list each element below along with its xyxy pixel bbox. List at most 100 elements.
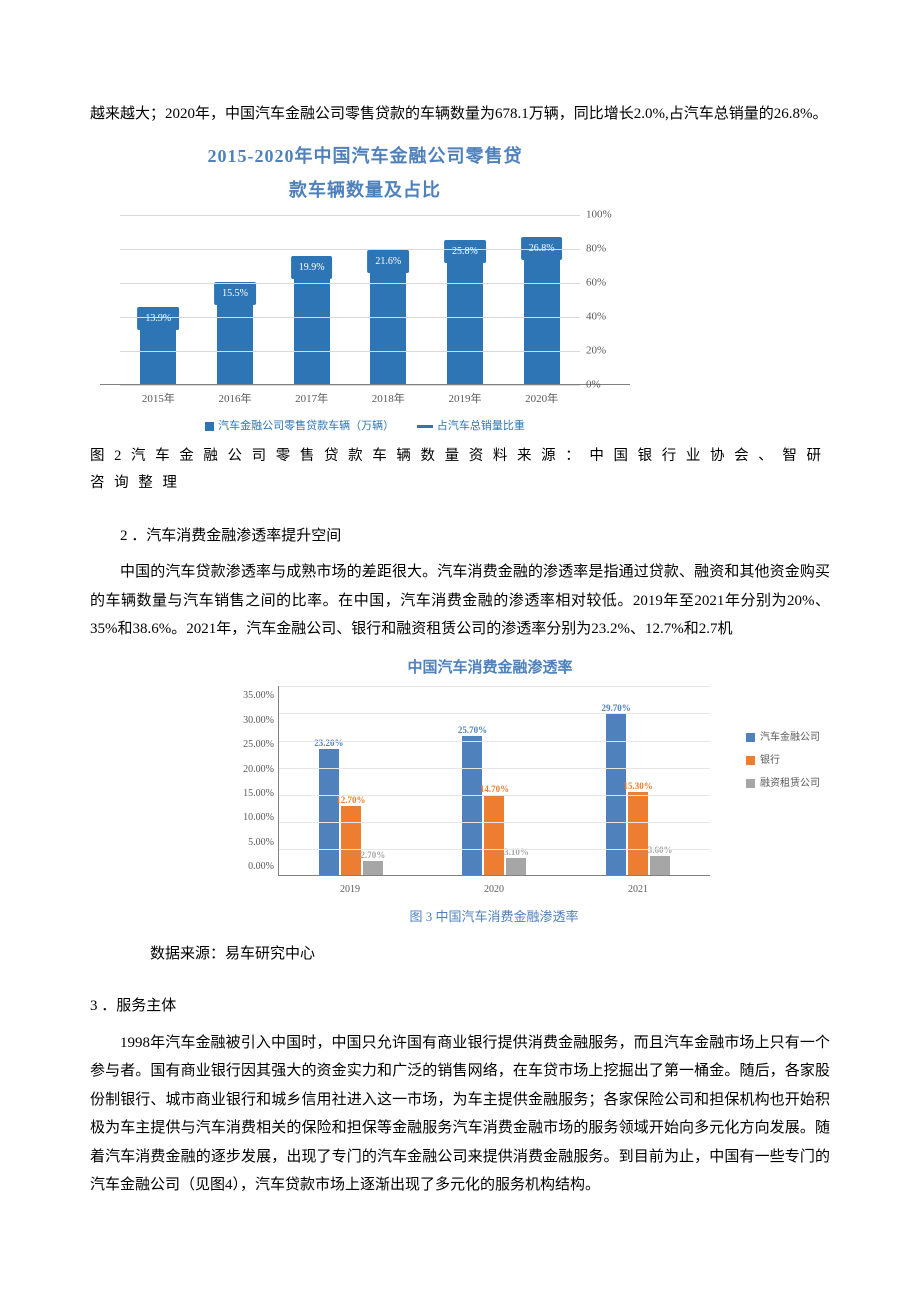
intro-paragraph: 越来越大；2020年，中国汽车金融公司零售贷款的车辆数量为678.1万辆，同比增…: [90, 100, 830, 129]
chart1-gridline: [120, 351, 580, 352]
chart1-caption: 图 2 汽 车 金 融 公 司 零 售 贷 款 车 辆 数 量 资 料 来 源 …: [90, 443, 830, 498]
chart2-bar: 25.70%: [462, 736, 482, 876]
square-icon: [205, 422, 214, 431]
chart1-gridline: [120, 249, 580, 250]
chart1-gridline: [120, 215, 580, 216]
chart2-bar: 15.30%: [628, 792, 648, 875]
chart2-bar: 12.70%: [341, 806, 361, 875]
chart1-bars: 13.9%292.6 15.5%434.5 19.9%574.7 21.6%606.7…: [120, 215, 580, 384]
chart2-legend-item: 汽车金融公司: [746, 728, 820, 747]
chart1-gridline: [120, 283, 580, 284]
chart1-bar-cell: 21.6%606.7: [358, 252, 418, 384]
chart1-pct-label: 15.5%: [214, 282, 256, 305]
chart2-ytick: 15.00%: [243, 784, 274, 803]
chart2-bar: 2.70%: [363, 861, 383, 876]
chart1-xtick: 2015年: [128, 389, 188, 410]
chart1-legend-label-1: 汽车金融公司零售贷款车辆（万辆）: [218, 420, 394, 432]
chart2-value-label: 3.60%: [648, 842, 673, 859]
square-icon: [746, 756, 755, 765]
chart1-bar-cell: 13.9%292.6: [128, 309, 188, 383]
chart2-xtick: 2020: [484, 880, 504, 899]
chart2-y-axis: 35.00%30.00%25.00%20.00%15.00%10.00%5.00…: [230, 686, 278, 876]
chart1-xtick: 2016年: [205, 389, 265, 410]
chart1-bar: [140, 330, 176, 383]
chart1-xtick: 2019年: [435, 389, 495, 410]
chart1-ytick: 60%: [586, 272, 630, 293]
chart2-ytick: 10.00%: [243, 808, 274, 827]
section2-heading: 2 ．汽车消费金融渗透率提升空间: [120, 522, 830, 551]
chart1-ytick: 80%: [586, 238, 630, 259]
chart2-gridline: [279, 795, 710, 796]
chart1-x-axis: 2015年 2016年 2017年 2018年 2019年 2020年: [120, 385, 580, 410]
chart2-gridline: [279, 849, 710, 850]
chart1-container: 2015-2020年中国汽车金融公司零售贷 款车辆数量及占比 13.9%292.…: [90, 139, 830, 437]
chart1-title-line2: 款车辆数量及占比: [100, 173, 630, 207]
chart2-xtick: 2021: [628, 880, 648, 899]
square-icon: [746, 779, 755, 788]
data-source: 数据来源：易车研究中心: [150, 940, 830, 969]
section3-heading: 3 ．服务主体: [90, 992, 830, 1021]
dash-icon: [417, 425, 433, 428]
chart2-value-label: 14.70%: [480, 781, 509, 798]
chart2-legend-label: 汽车金融公司: [760, 728, 820, 747]
chart2-ytick: 30.00%: [243, 711, 274, 730]
chart2-ytick: 25.00%: [243, 735, 274, 754]
chart2-bar: 3.10%: [506, 858, 526, 875]
chart1-pct-label: 21.6%: [367, 250, 409, 273]
chart2-bar: 3.60%: [650, 856, 670, 876]
chart1-legend: 汽车金融公司零售贷款车辆（万辆） 占汽车总销量比重: [100, 416, 630, 437]
chart1-title-line1: 2015-2020年中国汽车金融公司零售贷: [100, 139, 630, 173]
chart1-bar-cell: 19.9%574.7: [282, 258, 342, 384]
chart2-xtick: 2019: [340, 880, 360, 899]
chart1-title: 2015-2020年中国汽车金融公司零售贷 款车辆数量及占比: [100, 139, 630, 207]
chart1-gridline: [120, 317, 580, 318]
chart2-ytick: 5.00%: [248, 833, 274, 852]
chart1-bar: [524, 260, 560, 384]
chart1-pct-label: 13.9%: [137, 307, 179, 330]
chart2-value-label: 29.70%: [602, 700, 631, 717]
chart2-legend-item: 银行: [746, 751, 820, 770]
chart2-legend-label: 银行: [760, 751, 780, 770]
chart2-value-label: 23.20%: [314, 735, 343, 752]
chart2-gridline: [279, 768, 710, 769]
chart1-bar-cell: 26.8%678.1: [512, 239, 572, 384]
chart1-ytick: 0%: [586, 374, 630, 395]
chart1-xtick: 2020年: [512, 389, 572, 410]
chart2-bar: 14.70%: [484, 795, 504, 875]
chart1-pct-label: 19.9%: [291, 256, 333, 279]
chart1-plot: 13.9%292.6 15.5%434.5 19.9%574.7 21.6%606.7…: [100, 215, 630, 385]
chart1-bar-cell: 15.5%434.5: [205, 284, 265, 384]
chart1-bar: [447, 263, 483, 384]
chart1-pct-label: 25.8%: [444, 240, 486, 263]
chart2-legend-item: 融资租赁公司: [746, 774, 820, 793]
chart2-legend: 汽车金融公司银行融资租赁公司: [746, 724, 820, 797]
chart2-gridline: [279, 686, 710, 687]
chart1-gridline: [120, 385, 580, 386]
chart2-gridline: [279, 822, 710, 823]
chart2-value-label: 25.70%: [458, 722, 487, 739]
chart2-plot: 23.20%12.70%2.70%25.70%14.70%3.10%29.70%…: [278, 686, 710, 876]
chart1-xtick: 2018年: [358, 389, 418, 410]
chart2-gridline: [279, 713, 710, 714]
section2-paragraph: 中国的汽车贷款渗透率与成熟市场的差距很大。汽车消费金融的渗透率是指通过贷款、融资…: [90, 558, 830, 644]
chart2-container: 中国汽车消费金融渗透率 35.00%30.00%25.00%20.00%15.0…: [90, 654, 830, 930]
chart1-ytick: 20%: [586, 340, 630, 361]
square-icon: [746, 733, 755, 742]
chart1-legend-item-2: 占汽车总销量比重: [417, 420, 525, 432]
chart2-ytick: 20.00%: [243, 760, 274, 779]
chart1-ytick: 40%: [586, 306, 630, 327]
chart2-group: 25.70%14.70%3.10%: [462, 736, 526, 876]
chart2-gridline: [279, 741, 710, 742]
chart2-bars: 23.20%12.70%2.70%25.70%14.70%3.10%29.70%…: [279, 686, 710, 875]
chart1-ytick: 100%: [586, 204, 630, 225]
chart2-caption: 图 3 中国汽车消费金融渗透率: [278, 905, 710, 930]
chart2-legend-label: 融资租赁公司: [760, 774, 820, 793]
chart2-title: 中国汽车消费金融渗透率: [270, 654, 710, 683]
chart1-bar: [294, 279, 330, 384]
chart2-value-label: 15.30%: [624, 778, 653, 795]
chart2-value-label: 3.10%: [504, 844, 529, 861]
chart1-bar-cell: 25.8%664.6: [435, 242, 495, 384]
chart1-xtick: 2017年: [282, 389, 342, 410]
chart1-legend-label-2: 占汽车总销量比重: [437, 420, 525, 432]
chart1-bar: [370, 273, 406, 384]
